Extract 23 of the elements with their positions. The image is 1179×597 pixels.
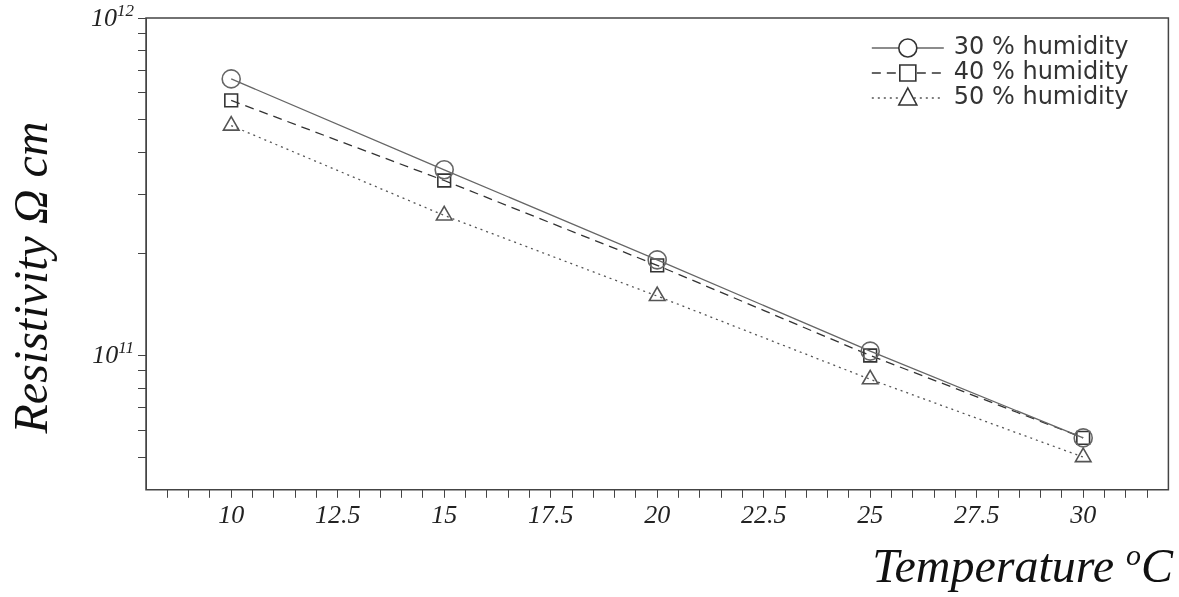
point (647, 250, 667, 270)
y-axis-title: Resistivity Ω cm (2, 120, 58, 436)
x-tick-label: 17.5 (527, 500, 574, 530)
x-tick-label: 12.5 (314, 500, 361, 530)
x-axis-title: Temperature $^{o}$C (872, 538, 1173, 593)
point (860, 341, 880, 361)
legend-label: 30 % humidity (953, 32, 1129, 61)
point (1074, 447, 1092, 463)
y-tick-label: 10$^{11}$ (92, 338, 134, 370)
point (437, 173, 452, 188)
x-tick-label: 30 (1069, 500, 1097, 530)
point (861, 369, 879, 385)
x-tick-label: 22.5 (740, 500, 787, 530)
x-tick-label: 15 (431, 500, 458, 530)
point (434, 160, 454, 180)
y-tick-label: 10$^{12}$ (91, 1, 134, 32)
x-tick-label: 10 (218, 500, 245, 530)
point (221, 69, 241, 89)
point (648, 286, 666, 302)
x-tick-label: 20 (644, 500, 671, 530)
x-tick-label: 27.5 (953, 500, 1000, 530)
point (224, 93, 239, 108)
x-tick-label: 25 (857, 500, 884, 530)
